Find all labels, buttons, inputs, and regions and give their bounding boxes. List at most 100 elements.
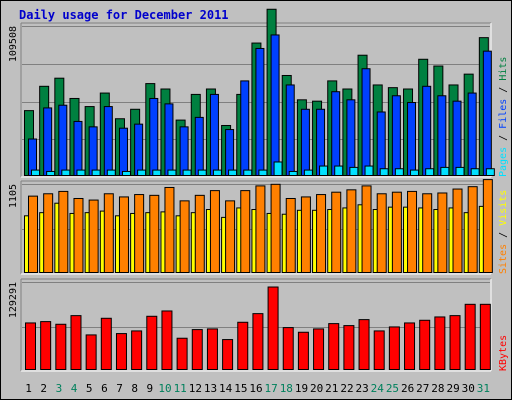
legend-kbytes-0: KBytes [498,335,509,371]
bar-kbytes-day-30 [464,303,476,371]
x-tick-label-20: 20 [310,382,323,395]
x-tick-label-21: 21 [325,382,338,395]
bar-kbytes-day-29 [449,315,461,371]
bar-sites-day-20 [316,194,327,274]
bar-files-day-4 [73,120,83,177]
bar-kbytes-day-19 [297,331,309,371]
bar-sites-day-9 [149,194,160,273]
bar-files-day-24 [376,111,386,177]
bar-sites-day-10 [164,186,175,273]
bar-sites-day-16 [255,185,266,273]
bar-files-day-26 [407,102,417,176]
bar-files-day-10 [164,103,174,176]
x-tick-label-16: 16 [249,382,262,395]
bar-pages-day-20 [319,165,329,177]
bar-sites-day-12 [194,194,205,273]
bar-kbytes-day-4 [70,315,82,371]
bar-sites-day-1 [28,195,38,273]
x-tick-label-27: 27 [416,382,429,395]
bar-pages-day-26 [410,169,420,177]
bar-sites-day-13 [209,190,220,273]
bar-pages-day-31 [485,168,495,177]
bar-sites-day-3 [58,190,69,274]
bar-kbytes-day-23 [358,319,370,371]
bar-pages-day-7 [121,170,131,176]
bar-files-day-11 [179,126,189,177]
bar-sites-day-15 [240,190,251,273]
bar-kbytes-day-7 [115,333,127,370]
bar-files-day-23 [361,68,371,176]
x-tick-label-31: 31 [477,382,490,395]
x-tick-label-29: 29 [446,382,459,395]
bar-kbytes-day-21 [328,323,340,371]
bar-kbytes-day-2 [40,321,52,370]
panel-kbytes-ymax-label: 129291 [8,282,19,318]
bar-files-day-7 [118,127,128,177]
bar-pages-day-30 [470,168,480,177]
bar-kbytes-day-26 [404,322,416,370]
bar-files-day-18 [285,84,295,176]
legend-visits-sites-separator-1: / [498,226,509,244]
x-tick-label-4: 4 [71,382,78,395]
bar-kbytes-day-15 [237,321,249,370]
bar-kbytes-day-10 [161,310,173,370]
bar-sites-day-24 [376,193,387,273]
panel-hits-files-pages-ymax-label: 109508 [8,26,19,62]
bar-sites-day-5 [88,199,99,273]
bar-kbytes-day-18 [282,327,294,371]
bar-kbytes-day-17 [267,286,279,371]
bar-pages-day-18 [288,170,298,176]
x-tick-label-13: 13 [204,382,217,395]
bar-sites-day-7 [118,196,129,273]
bar-kbytes-day-22 [343,325,355,370]
bar-files-day-13 [209,93,219,176]
bar-kbytes-day-24 [373,330,385,370]
panel-hits-files-pages-legend: Pages / Files / Hits [498,57,509,177]
bar-pages-day-11 [182,169,192,177]
bar-pages-day-15 [243,169,253,177]
bar-sites-day-27 [422,193,433,273]
bar-files-day-17 [270,34,280,176]
bar-kbytes-day-27 [419,319,431,371]
bar-files-day-5 [88,126,98,177]
legend-hits-files-pages-0: Pages [498,147,509,177]
bar-files-day-25 [391,95,401,176]
x-tick-label-19: 19 [295,382,308,395]
bar-pages-day-6 [106,169,116,177]
panel-visits-sites-ymax-label: 1105 [8,184,19,208]
bar-pages-day-1 [31,169,40,177]
bar-pages-day-25 [394,168,404,177]
bar-files-day-27 [422,85,432,176]
x-tick-label-2: 2 [40,382,47,395]
legend-hits-files-pages-separator-2: / [498,81,509,99]
bar-kbytes-day-16 [252,313,264,370]
bar-kbytes-day-14 [222,339,234,371]
bar-kbytes-day-20 [313,328,325,371]
panel-visits-sites-legend: Sites / Visits [498,190,509,274]
x-tick-label-7: 7 [116,382,123,395]
bar-pages-day-10 [167,169,177,177]
bar-files-day-2 [43,107,53,176]
bar-sites-day-26 [407,190,418,274]
x-tick-label-11: 11 [174,382,187,395]
x-tick-label-1: 1 [25,382,32,395]
bar-files-day-31 [482,50,492,177]
bar-sites-day-31 [482,179,493,273]
x-tick-label-23: 23 [356,382,369,395]
x-tick-label-28: 28 [431,382,444,395]
bar-files-day-28 [437,95,447,176]
bar-sites-day-2 [43,193,54,273]
bar-kbytes-day-5 [85,334,97,370]
bar-kbytes-day-3 [55,323,67,371]
x-tick-label-18: 18 [280,382,293,395]
bar-files-day-16 [255,47,265,176]
bar-pages-day-16 [258,169,268,177]
bar-pages-day-5 [91,169,101,177]
x-tick-label-22: 22 [340,382,353,395]
bar-pages-day-28 [440,166,450,177]
bar-pages-day-4 [76,169,86,177]
bar-sites-day-28 [437,192,448,274]
bar-sites-day-6 [103,193,114,273]
bar-files-day-14 [225,129,235,177]
